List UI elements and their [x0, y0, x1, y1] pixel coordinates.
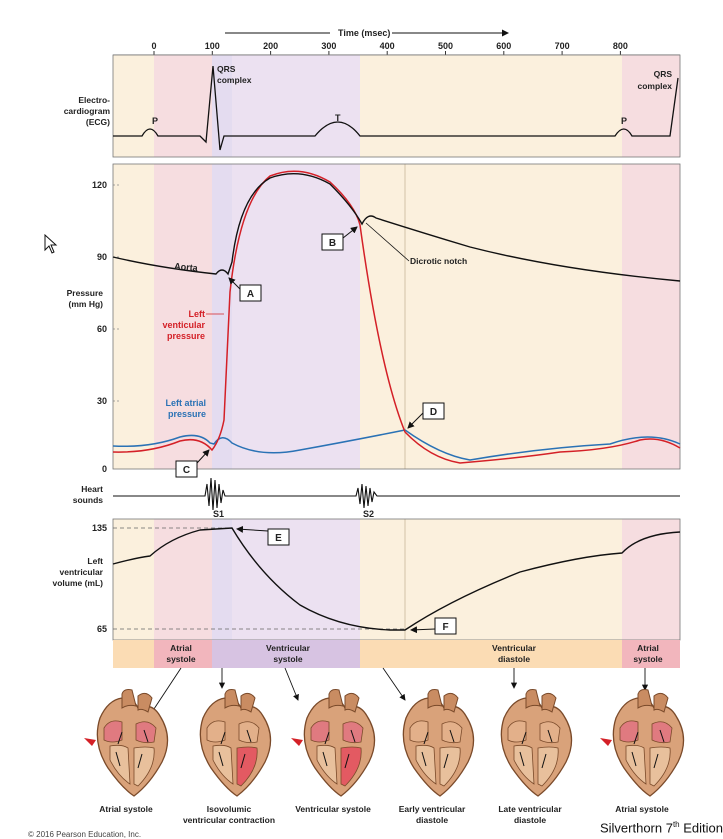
la-label-1: Left atrial [165, 398, 206, 408]
lv-volume-trace [112, 527, 681, 631]
phase-1-line-2: systole [166, 654, 196, 664]
pressure-tick-0: 0 [102, 464, 107, 474]
left-ventricular-pressure-trace [112, 170, 681, 464]
phase-3-line-2: diastole [498, 654, 530, 664]
svg-text:D: D [430, 407, 437, 418]
volume-ylabel-1: Left [87, 556, 103, 566]
s1-label: S1 [213, 509, 224, 519]
phase-3-line-1: Ventricular [492, 643, 537, 653]
heart-illustration-icon [600, 689, 685, 797]
marker-f: F [410, 617, 457, 635]
heart-caption-4a: Early ventricular [399, 804, 466, 814]
heart-illustration-icon [199, 689, 272, 797]
ecg-panel: P T P QRS complex QRS complex Electro- c… [64, 54, 681, 158]
phase-2-line-1: Ventricular [266, 643, 311, 653]
marker-a: A [228, 277, 262, 302]
pressure-tick-90: 90 [97, 252, 107, 262]
pressure-tick-30: 30 [97, 396, 107, 406]
aorta-label: Aorta [174, 261, 199, 273]
pressure-panel: 120 90 60 30 0 Pressure (mm Hg) Aorta Le… [67, 163, 681, 478]
time-tick-400: 400 [380, 41, 395, 51]
credit-tail: Edition [679, 820, 723, 835]
svg-text:A: A [247, 289, 254, 300]
lv-label-2: venticular [162, 320, 205, 330]
marker-e: E [236, 525, 290, 546]
ecg-qrs-label-1b: complex [217, 75, 252, 85]
pressure-tick-120: 120 [92, 180, 107, 190]
heart-illustrations [84, 689, 685, 797]
marker-b: B [321, 226, 358, 251]
cursor-arrow-icon [44, 233, 58, 259]
time-tick-labels: 0 100 200 300 400 500 600 700 800 [151, 41, 628, 55]
ecg-t-label: T [335, 113, 341, 123]
marker-d: D [407, 402, 445, 429]
ecg-qrs-label-2a: QRS [654, 69, 673, 79]
heart-caption-5b: diastole [514, 815, 546, 825]
phase-4-line-1: Atrial [637, 643, 659, 653]
credit-superscript: th [672, 819, 680, 829]
marker-c: C [175, 449, 210, 478]
svg-text:E: E [275, 533, 282, 544]
heart-sounds-ylabel-2: sounds [73, 495, 103, 505]
ecg-qrs-label-2b: complex [638, 81, 673, 91]
volume-tick-135: 135 [92, 523, 107, 533]
heart-sounds-row: Heart sounds S1 S2 [73, 477, 680, 519]
time-tick-100: 100 [205, 41, 220, 51]
heart-illustration-icon [500, 689, 573, 797]
pressure-ylabel-2: (mm Hg) [69, 299, 104, 309]
ecg-qrs-label-1a: QRS [217, 64, 236, 74]
time-tick-800: 800 [613, 41, 628, 51]
volume-panel: 135 65 Left ventricular volume (mL) E F [52, 518, 681, 641]
heart-illustration-icon [402, 689, 475, 797]
svg-text:C: C [183, 465, 190, 476]
heart-caption-1: Atrial systole [99, 804, 153, 814]
volume-tick-65: 65 [97, 624, 107, 634]
s2-label: S2 [363, 509, 374, 519]
phase-bar: Atrial systole Ventricular systole Ventr… [113, 640, 680, 668]
time-axis-title: Time (msec) [338, 28, 390, 38]
ecg-p-label-2: P [621, 116, 627, 126]
ecg-ylabel-1: Electro- [78, 95, 110, 105]
svg-text:B: B [329, 238, 336, 249]
ecg-p-label-1: P [152, 116, 158, 126]
ecg-ylabel-3: (ECG) [86, 117, 110, 127]
textbook-credit: Silverthorn 7th Edition [600, 820, 723, 835]
time-tick-0: 0 [151, 41, 156, 51]
heart-caption-3: Ventricular systole [295, 804, 371, 814]
left-atrial-pressure-trace [112, 429, 681, 461]
heart-caption-5a: Late ventricular [498, 804, 562, 814]
pressure-tick-60: 60 [97, 324, 107, 334]
svg-text:F: F [442, 622, 448, 633]
phase-1-line-1: Atrial [170, 643, 192, 653]
heart-caption-6: Atrial systole [615, 804, 669, 814]
heart-caption-4b: diastole [416, 815, 448, 825]
time-axis: Time (msec) 0 100 200 300 400 500 600 700 800 [113, 28, 680, 56]
volume-ylabel-3: volume (mL) [52, 578, 103, 588]
heart-sounds-ylabel-1: Heart [81, 484, 103, 494]
credit-author: Silverthorn 7 [599, 820, 673, 835]
heart-illustration-icon [291, 689, 376, 797]
aortic-pressure-trace [112, 173, 681, 282]
heart-sounds-trace [113, 477, 680, 511]
time-tick-500: 500 [438, 41, 453, 51]
heart-caption-2b: ventricular contraction [183, 815, 275, 825]
phase-4-line-2: systole [633, 654, 663, 664]
time-tick-600: 600 [496, 41, 511, 51]
ecg-trace [113, 65, 679, 151]
time-tick-300: 300 [321, 41, 336, 51]
heart-illustration-icon [84, 689, 169, 797]
lv-label-3: pressure [167, 331, 205, 341]
volume-ylabel-2: ventricular [60, 567, 104, 577]
heart-pointers [149, 667, 649, 716]
phase-2-line-2: systole [273, 654, 303, 664]
pressure-ylabel-1: Pressure [67, 288, 104, 298]
time-tick-700: 700 [555, 41, 570, 51]
heart-caption-2a: Isovolumic [207, 804, 252, 814]
time-tick-200: 200 [263, 41, 278, 51]
dicrotic-notch-label: Dicrotic notch [410, 256, 467, 266]
lv-label-1: Left [189, 309, 206, 319]
ecg-ylabel-2: cardiogram [64, 106, 111, 116]
la-label-2: pressure [168, 409, 206, 419]
